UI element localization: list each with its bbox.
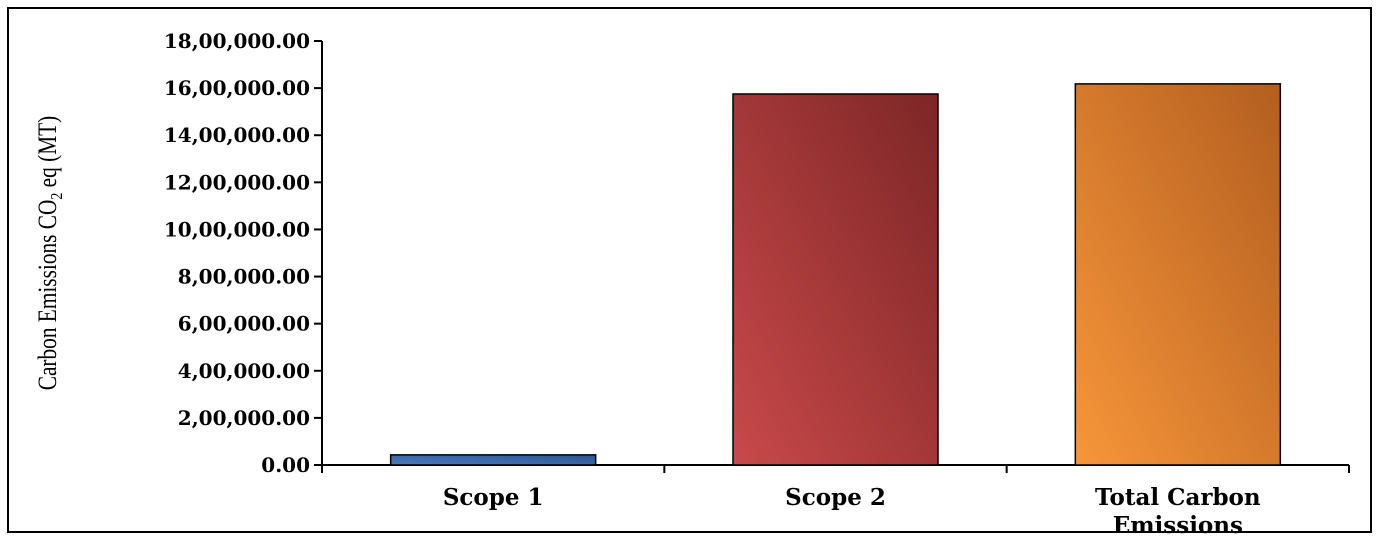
y-tick-label: 6,00,000.00 [178, 312, 310, 336]
y-tick-label: 2,00,000.00 [178, 406, 310, 430]
y-tick-labels: 0.00 2,00,000.00 4,00,000.00 6,00,000.00 8,0… [164, 29, 310, 477]
y-tick-label: 8,00,000.00 [178, 265, 310, 289]
y-tick-label: 10,00,000.00 [164, 217, 310, 241]
y-tick-label: 4,00,000.00 [178, 359, 310, 383]
bar-scope-2 [732, 93, 939, 466]
y-axis-title: Carbon Emissions CO2 eq (MT) [34, 116, 66, 391]
y-tick-label: 0.00 [261, 453, 310, 477]
y-tick-label: 16,00,000.00 [164, 76, 310, 100]
y-axis-label: Carbon Emissions CO2 eq (MT) [34, 116, 66, 391]
y-tick-label: 12,00,000.00 [164, 170, 310, 194]
x-tick-label: Scope 2 [785, 484, 886, 511]
x-tick-label: Scope 1 [443, 484, 544, 511]
y-tick-label: 14,00,000.00 [164, 123, 310, 147]
y-tick-label: 18,00,000.00 [164, 29, 310, 53]
bar-scope-1 [389, 454, 597, 466]
x-tick-label: Total Carbon [1095, 484, 1261, 511]
bar-total-carbon-emissions [1074, 83, 1282, 466]
x-tick-label: Emissions [1113, 512, 1243, 539]
bars [389, 83, 1282, 466]
